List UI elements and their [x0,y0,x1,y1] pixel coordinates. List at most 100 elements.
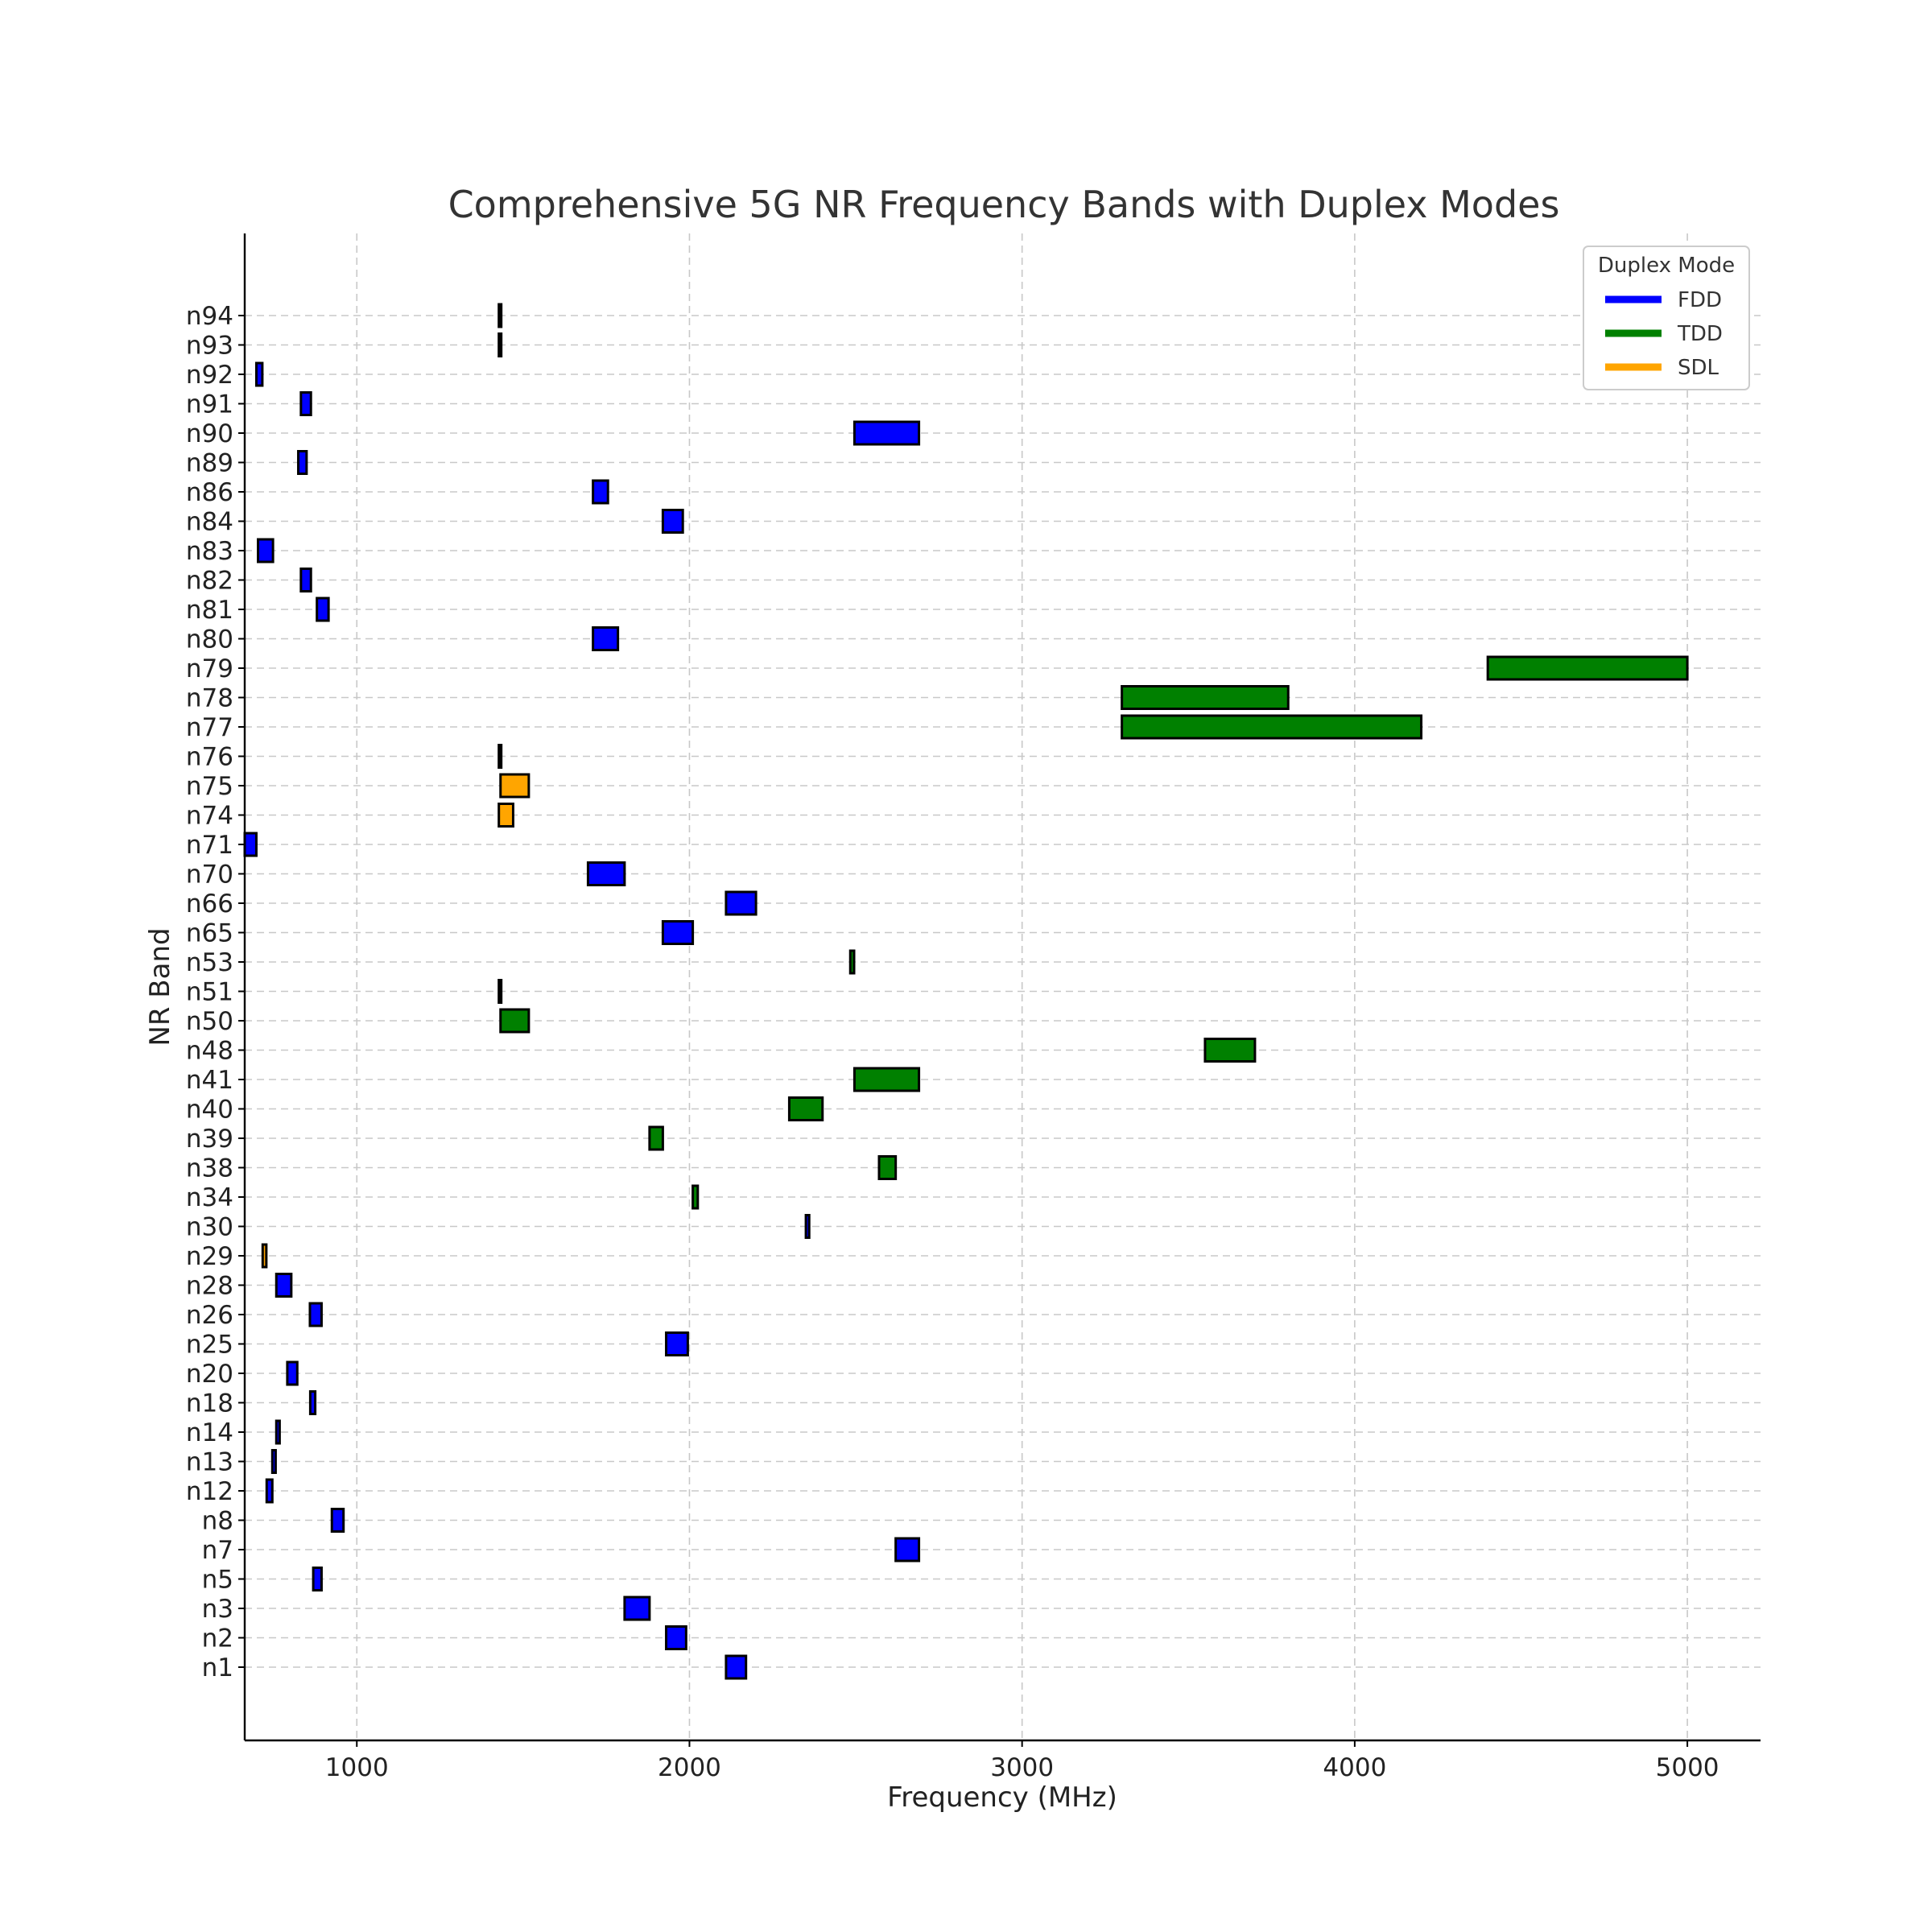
bar-n70 [586,861,626,886]
bar-n48 [1203,1038,1257,1063]
y-tick-label-n75: n75 [186,772,233,801]
grid [245,233,1761,1740]
y-tick-label-n74: n74 [186,802,233,831]
y-tick-label-n39: n39 [186,1125,233,1154]
x-tick-label: 1000 [325,1753,389,1782]
y-tick-label-n2: n2 [202,1624,233,1653]
bar-n94 [497,303,503,328]
bar-n92 [254,361,264,387]
bar-n50 [499,1008,530,1034]
y-tick-label-n50: n50 [186,1007,233,1036]
y-tick-label-n28: n28 [186,1272,233,1301]
y-tick-label-n76: n76 [186,743,233,772]
bar-n51 [497,979,503,1004]
y-axis-label: NR Band [144,927,176,1046]
chart-title: Comprehensive 5G NR Frequency Bands with… [448,183,1560,226]
bar-n86 [592,479,609,505]
bar-n91 [299,391,312,416]
bar-n2 [665,1625,687,1650]
y-tick-label-n3: n3 [202,1595,233,1624]
bar-n38 [877,1155,898,1180]
y-tick-label-n77: n77 [186,713,233,742]
y-tick-label-n29: n29 [186,1242,233,1271]
y-tick-label-n84: n84 [186,508,233,537]
y-tick-label-n26: n26 [186,1301,233,1330]
y-tick-label-n38: n38 [186,1154,233,1183]
bar-n77 [1121,714,1423,740]
bar-n30 [804,1214,811,1239]
x-tick-label: 5000 [1656,1753,1719,1782]
y-tick-label-n7: n7 [202,1536,233,1565]
y-tick-label-n91: n91 [186,390,233,419]
y-tick-label-n86: n86 [186,478,233,507]
y-tick-label-n8: n8 [202,1507,233,1536]
legend-title: Duplex Mode [1598,254,1735,278]
legend-label-tdd: TDD [1677,322,1723,346]
bar-n75 [499,773,530,799]
bar-n81 [316,597,330,622]
bar-n29 [261,1243,268,1269]
y-tick-label-n93: n93 [186,332,233,361]
x-tick-label: 4000 [1323,1753,1386,1782]
y-tick-label-n12: n12 [186,1477,233,1506]
bar-n18 [308,1390,317,1415]
bar-n12 [265,1478,274,1504]
y-tick-label-n92: n92 [186,361,233,390]
y-tick-label-n18: n18 [186,1389,233,1418]
bar-n83 [257,538,275,564]
y-tick-label-n71: n71 [186,831,233,860]
bar-n82 [299,568,312,592]
x-axis-label: Frequency (MHz) [887,1781,1117,1814]
y-tick-label-n1: n1 [202,1653,233,1682]
legend-box [1583,246,1750,390]
bar-n76 [497,744,503,769]
x-tick-label: 3000 [990,1753,1054,1782]
bar-n66 [724,890,758,916]
y-tick-label-n65: n65 [186,919,233,948]
y-tick-label-n78: n78 [186,684,233,713]
y-tick-label-n25: n25 [186,1331,233,1360]
bar-n90 [852,420,921,446]
y-tick-label-n20: n20 [186,1360,233,1389]
legend-label-sdl: SDL [1678,356,1719,380]
y-tick-label-n90: n90 [186,419,233,448]
bar-n74 [497,803,514,828]
y-tick-label-n13: n13 [186,1448,233,1477]
x-tick-label: 2000 [658,1753,721,1782]
legend-label-fdd: FDD [1678,288,1722,312]
bar-n53 [848,949,856,975]
bar-n41 [852,1067,921,1092]
y-tick-label-n83: n83 [186,537,233,566]
bar-n3 [623,1596,651,1621]
bar-n1 [724,1654,748,1680]
y-tick-label-n81: n81 [186,596,233,625]
y-tick-label-n66: n66 [186,890,233,919]
y-tick-label-n82: n82 [186,567,233,596]
bar-n84 [661,509,684,534]
bar-n40 [787,1096,824,1121]
bar-n25 [665,1331,689,1356]
y-tick-label-n79: n79 [186,654,233,683]
ticks: 1000 2000 3000 4000 5000n1n2n3n5n7n8n12n13n1… [186,302,1719,1782]
bar-n65 [661,920,695,945]
y-tick-label-n30: n30 [186,1213,233,1242]
bar-n13 [270,1449,277,1474]
bar-n5 [312,1567,323,1591]
y-tick-label-n34: n34 [186,1183,233,1212]
y-tick-label-n41: n41 [186,1066,233,1095]
bar-n80 [592,626,620,651]
bar-n39 [648,1125,664,1151]
bar-n7 [894,1537,921,1563]
legend: Duplex Mode FDD TDD SDL [1583,246,1750,390]
y-tick-label-n14: n14 [186,1418,233,1447]
bar-n93 [497,332,503,357]
axes [243,233,1761,1742]
bar-n34 [691,1184,700,1210]
bar-n89 [297,450,308,475]
y-tick-label-n94: n94 [186,302,233,331]
bar-n78 [1121,685,1290,710]
y-tick-label-n48: n48 [186,1037,233,1066]
bar-n26 [308,1302,323,1327]
bar-n20 [286,1360,299,1386]
